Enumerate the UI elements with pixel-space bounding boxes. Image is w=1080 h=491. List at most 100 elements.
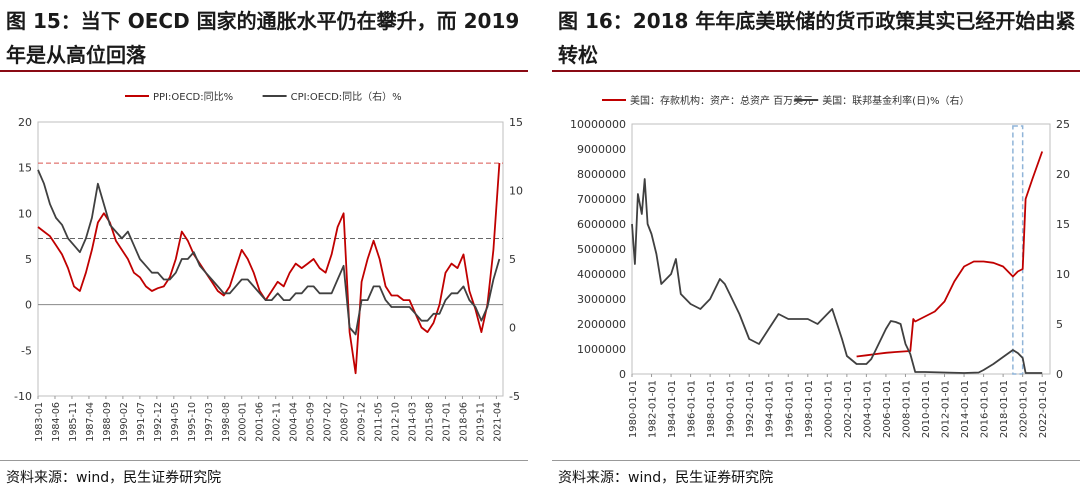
y-right-tick-label: 20 bbox=[1056, 168, 1070, 181]
figure-15-panel: 图 15：当下 OECD 国家的通胀水平仍在攀升，而 2019 年是从高位回落 … bbox=[0, 0, 528, 491]
x-tick-label: 1998-08 bbox=[221, 402, 232, 442]
x-tick-label: 2014-03 bbox=[408, 402, 419, 442]
x-tick-label: 1990-02 bbox=[119, 402, 130, 442]
chart-figure-15: 20 15 10 5 0 -5 -10 15 10 5 0 -5 1983-01 1984-06 1985-… bbox=[14, 90, 523, 442]
chart-figure-16: 1000000090000008000000700000060000005000… bbox=[570, 94, 1070, 438]
x-tick-label: 2022-01-01 bbox=[1038, 380, 1049, 438]
x-tick-label: 1987-04 bbox=[85, 402, 96, 442]
title-rule bbox=[552, 70, 1080, 72]
x-tick-label: 2005-09 bbox=[306, 402, 317, 442]
legend-label: 美国：存款机构：资产：总资产 百万美元 bbox=[630, 94, 813, 107]
highlight-box bbox=[1012, 125, 1024, 375]
y-right-tick-label: 25 bbox=[1056, 118, 1070, 131]
x-tick-label: 2021-04 bbox=[492, 402, 503, 442]
x-tick-label: 1988-01-01 bbox=[706, 380, 717, 438]
y-left-tick-label: 8000000 bbox=[577, 168, 626, 181]
x-tick-label: 1990-01-01 bbox=[726, 380, 737, 438]
x-tick-label: 2002-11 bbox=[272, 402, 283, 442]
y-right-tick-label: 0 bbox=[509, 322, 516, 335]
x-tick-label: 2002-01-01 bbox=[843, 380, 854, 438]
x-tick-label: 1992-12 bbox=[153, 402, 164, 442]
y-right-tick-label: 0 bbox=[1056, 368, 1063, 381]
y-left-tick-label: 0 bbox=[619, 368, 626, 381]
series-line-1 bbox=[856, 151, 1044, 358]
x-tick-label: 2018-01-01 bbox=[999, 380, 1010, 438]
x-tick-label: 2014-01-01 bbox=[960, 380, 971, 438]
x-tick-label: 2007-02 bbox=[323, 402, 334, 442]
x-tick-label: 2000-01 bbox=[238, 402, 249, 442]
figure-16-panel: 图 16：2018 年年底美联储的货币政策其实已经开始由紧转松 10000000… bbox=[552, 0, 1080, 491]
x-tick-label: 2004-04 bbox=[289, 402, 300, 442]
x-tick-label: 2010-01-01 bbox=[921, 380, 932, 438]
y-left-tick-label: 15 bbox=[18, 162, 32, 175]
y-right-tick-label: 5 bbox=[509, 253, 516, 266]
y-right-tick-label: 10 bbox=[509, 185, 523, 198]
x-tick-label: 1984-01-01 bbox=[667, 380, 678, 438]
x-tick-label: 1995-10 bbox=[187, 402, 198, 442]
divider bbox=[0, 460, 528, 461]
source-note: 资料来源：wind，民生证券研究院 bbox=[6, 470, 222, 486]
x-tick-label: 1997-03 bbox=[204, 402, 215, 442]
x-tick-label: 2011-05 bbox=[374, 402, 385, 442]
y-left-tick-label: 2000000 bbox=[577, 318, 626, 331]
series-line-2 bbox=[631, 178, 1043, 374]
y-left-tick-label: 20 bbox=[18, 116, 32, 129]
x-tick-label: 2008-01-01 bbox=[901, 380, 912, 438]
y-left-tick-label: 3000000 bbox=[577, 293, 626, 306]
y-left-tick-label: 5 bbox=[25, 253, 32, 266]
series-line-2 bbox=[37, 169, 501, 336]
figure-title: 图 16：2018 年年底美联储的货币政策其实已经开始由紧转松 bbox=[558, 9, 1076, 67]
figure-title: 图 15：当下 OECD 国家的通胀水平仍在攀升，而 2019 年是从高位回落 bbox=[6, 9, 520, 67]
y-left-tick-label: -5 bbox=[21, 344, 32, 357]
x-tick-label: 2008-07 bbox=[340, 402, 351, 442]
x-tick-label: 2004-01-01 bbox=[862, 380, 873, 438]
y-right-tick-label: -5 bbox=[509, 390, 520, 403]
plot-frame bbox=[37, 121, 504, 397]
legend-label: 美国：联邦基金利率(日)%（右） bbox=[822, 94, 969, 107]
legend-label: PPI:OECD:同比% bbox=[153, 91, 233, 103]
y-left-tick-label: 4000000 bbox=[577, 268, 626, 281]
x-tick-label: 1994-05 bbox=[170, 402, 181, 442]
y-left-tick-label: 1000000 bbox=[577, 343, 626, 356]
y-right-tick-label: 10 bbox=[1056, 268, 1070, 281]
y-left-tick-label: 7000000 bbox=[577, 193, 626, 206]
legend-label: CPI:OECD:同比（右）% bbox=[291, 90, 402, 103]
y-left-tick-label: 6000000 bbox=[577, 218, 626, 231]
x-tick-label: 2016-01-01 bbox=[980, 380, 991, 438]
source-note: 资料来源：wind，民生证券研究院 bbox=[558, 470, 774, 486]
x-tick-label: 2006-01-01 bbox=[882, 380, 893, 438]
y-left-tick-label: 9000000 bbox=[577, 143, 626, 156]
y-left-tick-label: 5000000 bbox=[577, 243, 626, 256]
x-tick-label: 1983-01 bbox=[34, 402, 45, 442]
x-tick-label: 1992-01-01 bbox=[745, 380, 756, 438]
x-tick-label: 1982-01-01 bbox=[648, 380, 659, 438]
y-right-tick-label: 15 bbox=[509, 116, 523, 129]
plot-frame bbox=[631, 123, 1051, 375]
x-tick-label: 2012-01-01 bbox=[941, 380, 952, 438]
x-tick-label: 1984-06 bbox=[51, 402, 62, 442]
x-tick-label: 1986-01-01 bbox=[687, 380, 698, 438]
x-tick-label: 1994-01-01 bbox=[765, 380, 776, 438]
x-tick-label: 2009-12 bbox=[357, 402, 368, 442]
title-rule bbox=[0, 70, 528, 72]
x-tick-label: 2012-10 bbox=[391, 402, 402, 442]
x-tick-label: 1998-01-01 bbox=[804, 380, 815, 438]
y-left-tick-label: -10 bbox=[14, 390, 32, 403]
x-tick-label: 1985-11 bbox=[68, 402, 79, 442]
x-tick-label: 1988-09 bbox=[102, 402, 113, 442]
y-left-tick-label: 0 bbox=[25, 299, 32, 312]
series-line-1 bbox=[37, 163, 501, 375]
x-tick-label: 2015-08 bbox=[424, 402, 435, 442]
x-tick-label: 2018-06 bbox=[458, 402, 469, 442]
y-right-tick-label: 5 bbox=[1056, 318, 1063, 331]
x-tick-label: 1991-07 bbox=[136, 402, 147, 442]
x-tick-label: 2020-01-01 bbox=[1019, 380, 1030, 438]
x-tick-label: 2017-01 bbox=[441, 402, 452, 442]
y-right-tick-label: 15 bbox=[1056, 218, 1070, 231]
x-tick-label: 2019-11 bbox=[475, 402, 486, 442]
x-tick-label: 2001-06 bbox=[255, 402, 266, 442]
divider bbox=[552, 460, 1080, 461]
y-left-tick-label: 10000000 bbox=[570, 118, 626, 131]
y-left-tick-label: 10 bbox=[18, 207, 32, 220]
x-tick-label: 2000-01-01 bbox=[823, 380, 834, 438]
